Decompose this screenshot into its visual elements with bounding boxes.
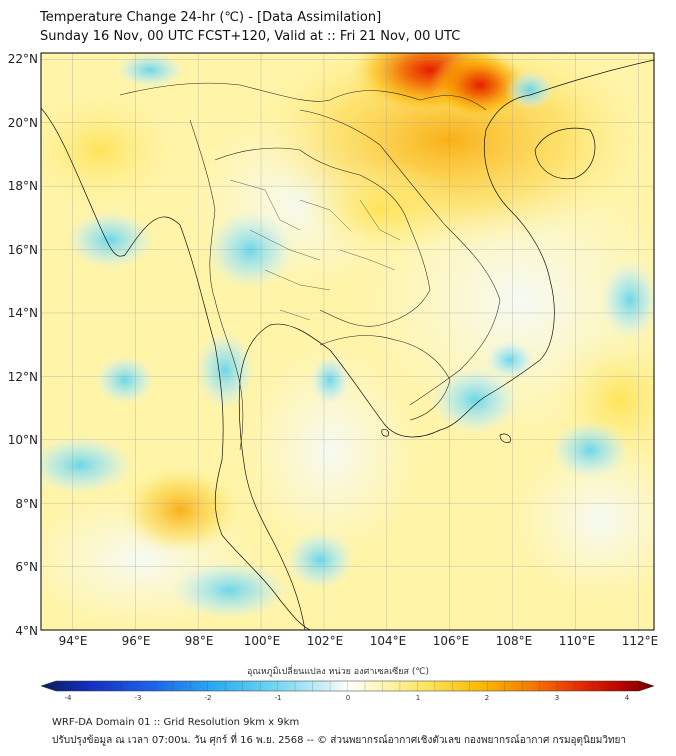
border-thailand-laos [214,147,431,327]
cbar-tick-m3: -3 [135,694,142,702]
province-lines [229,179,401,321]
footer-model-info: WRF-DA Domain 01 :: Grid Resolution 9km … [52,717,300,728]
cbar-tick-m1: -1 [275,694,282,702]
lon-label-96e: 96°E [122,634,151,648]
longitude-labels: 94°E 96°E 98°E 100°E 102°E 104°E 106°E 1… [59,634,659,648]
cbar-tick-4: 4 [625,694,630,702]
country-borders [119,82,501,451]
lat-label-16n: 16°N [8,243,38,257]
cbar-tick-3: 3 [555,694,559,702]
lon-label-100e: 100°E [244,634,281,648]
lon-label-112e: 112°E [622,634,659,648]
colorbar-ticks [67,681,628,691]
lon-label-110e: 110°E [559,634,596,648]
border-laos-vietnam [299,109,501,406]
temperature-field [41,53,654,630]
cbar-tick-1: 1 [416,694,420,702]
lon-label-98e: 98°E [185,634,214,648]
lat-label-14n: 14°N [8,306,38,320]
colorbar-tick-labels: -4 -3 -2 -1 0 1 2 3 4 [65,694,630,702]
colorbar-label: อุณหภูมิเปลี่ยนแปลง หน่วย องศาเซลเซียส (… [246,667,430,677]
map-frame [40,52,655,631]
gulf-coastline [238,59,654,630]
lon-label-94e: 94°E [59,634,88,648]
map-title: Temperature Change 24-hr (℃) - [Data Ass… [40,10,382,25]
hainan-island [534,127,596,180]
cbar-tick-m2: -2 [205,694,212,702]
colorbar [40,680,655,692]
island-2 [381,429,389,437]
lat-label-12n: 12°N [8,370,38,384]
mainland-coastline [41,107,311,630]
island-1 [499,433,511,443]
map-subtitle: Sunday 16 Nov, 00 UTC FCST+120, Valid at… [40,29,461,44]
lat-label-8n: 8°N [15,497,38,511]
lat-label-20n: 20°N [8,116,38,130]
lat-label-4n: 4°N [15,624,38,638]
lat-label-22n: 22°N [8,52,38,66]
cbar-tick-2: 2 [485,694,489,702]
lon-label-104e: 104°E [370,634,407,648]
border-thailand-myanmar [189,119,244,451]
lon-label-106e: 106°E [433,634,470,648]
lat-label-18n: 18°N [8,179,38,193]
map-gridlines [41,53,654,630]
border-china [119,82,487,111]
cbar-tick-0: 0 [346,694,350,702]
lon-label-102e: 102°E [307,634,344,648]
lon-label-108e: 108°E [496,634,533,648]
border-cambodia [319,335,451,421]
footer-credit: ปรับปรุงข้อมูล ณ เวลา 07:00น. วัน ศุกร์ … [52,735,627,746]
coastlines [41,59,654,630]
lat-label-10n: 10°N [8,433,38,447]
latitude-labels: 22°N 20°N 18°N 16°N 14°N 12°N 10°N 8°N 6… [8,52,38,638]
lat-label-6n: 6°N [15,560,38,574]
cbar-tick-m4: -4 [65,694,73,702]
